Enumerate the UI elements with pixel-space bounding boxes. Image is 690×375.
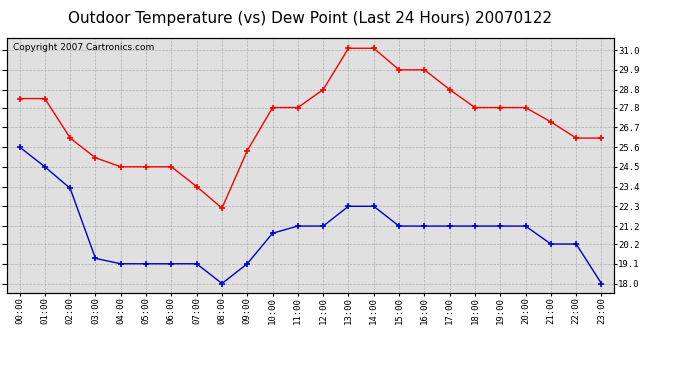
Text: Copyright 2007 Cartronics.com: Copyright 2007 Cartronics.com: [13, 43, 155, 52]
Text: Outdoor Temperature (vs) Dew Point (Last 24 Hours) 20070122: Outdoor Temperature (vs) Dew Point (Last…: [68, 11, 553, 26]
